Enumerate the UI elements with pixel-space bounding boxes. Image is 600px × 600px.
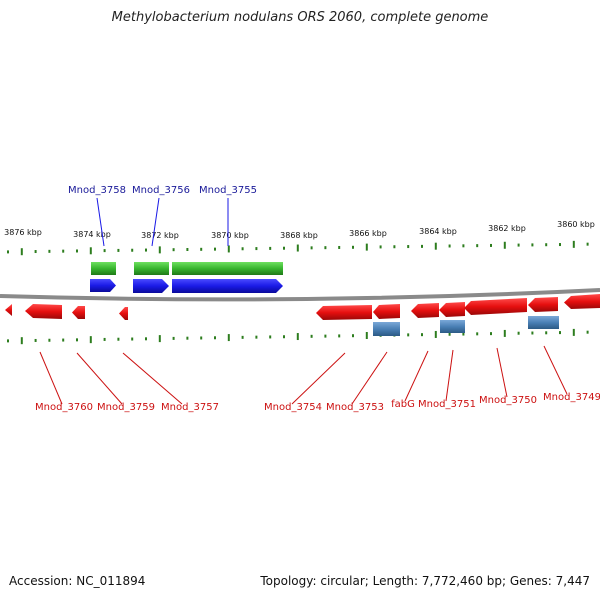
leader-line <box>496 347 508 398</box>
forward-features <box>90 262 283 293</box>
gene-label[interactable]: Mnod_3751 <box>418 399 476 410</box>
ruler-label: 3870 kbp <box>211 231 249 240</box>
topology-text: Topology: circular; Length: 7,772,460 bp… <box>260 574 590 588</box>
leader-line <box>122 352 183 405</box>
ruler-label: 3862 kbp <box>488 224 526 233</box>
gene-mnod-3760[interactable] <box>25 304 62 319</box>
gene-labels: Mnod_3758 Mnod_3756 Mnod_3755 Mnod_3760 Mnod… <box>35 185 600 413</box>
gene-mnod-3749[interactable] <box>528 297 558 312</box>
leader-line <box>96 197 105 247</box>
leader-line <box>291 352 346 405</box>
gene-label[interactable]: Mnod_3754 <box>264 402 322 413</box>
ruler-label: 3874 kbp <box>73 230 111 239</box>
ruler-label: 3864 kbp <box>419 227 457 236</box>
gene-mnod-3753[interactable] <box>373 304 400 319</box>
leader-line <box>76 352 123 405</box>
gene-label[interactable]: Mnod_3750 <box>479 395 537 406</box>
gene-label[interactable]: Mnod_3755 <box>199 185 257 196</box>
gene-label[interactable]: fabG <box>391 399 415 410</box>
gene-label[interactable]: Mnod_3756 <box>132 185 190 196</box>
ruler-label: 3872 kbp <box>141 231 179 240</box>
gene-label[interactable]: Mnod_3759 <box>97 402 155 413</box>
gene-label[interactable]: Mnod_3760 <box>35 402 93 413</box>
gene-label[interactable]: Mnod_3757 <box>161 402 219 413</box>
gene-mnod-3754[interactable] <box>316 305 372 320</box>
leader-line <box>351 351 388 405</box>
gene-mnod-3758[interactable] <box>90 279 116 292</box>
gene-partial-left[interactable] <box>5 304 12 316</box>
gene-mnod-3750[interactable] <box>464 298 527 315</box>
gene-mnod-3753-cds[interactable] <box>373 322 400 336</box>
gene-mnod-3756[interactable] <box>133 279 169 293</box>
gene-partial-right[interactable] <box>564 294 600 309</box>
gene-label[interactable]: Mnod_3758 <box>68 185 126 196</box>
label-leader-lines <box>39 197 568 405</box>
leader-line <box>404 350 429 402</box>
gene-fabg[interactable] <box>411 303 439 318</box>
leader-line <box>543 345 568 395</box>
ruler-label: 3868 kbp <box>280 231 318 240</box>
gene-mnod-3749-cds[interactable] <box>528 316 559 329</box>
gene-mnod-3758-cds[interactable] <box>91 262 116 275</box>
gene-mnod-3756-cds[interactable] <box>134 262 169 275</box>
gene-mnod-3755[interactable] <box>172 279 283 293</box>
leader-line <box>445 349 454 402</box>
gene-mnod-3751[interactable] <box>439 302 465 317</box>
ruler-label: 3876 kbp <box>4 228 42 237</box>
gene-label[interactable]: Mnod_3749 <box>543 392 600 403</box>
gene-label[interactable]: Mnod_3753 <box>326 402 384 413</box>
reverse-features <box>5 294 600 336</box>
gene-mnod-3755-cds[interactable] <box>172 262 283 275</box>
ruler-label: 3860 kbp <box>557 220 595 229</box>
gene-mnod-3759[interactable] <box>72 306 85 319</box>
gene-mnod-3751-cds[interactable] <box>440 320 465 333</box>
ruler-labels: 3876 kbp 3874 kbp 3872 kbp 3870 kbp 3868 kbp… <box>4 220 595 240</box>
map-title: Methylobacterium nodulans ORS 2060, comp… <box>111 10 489 25</box>
genome-backbone <box>0 288 600 302</box>
leader-line <box>39 351 63 405</box>
accession-text: Accession: NC_011894 <box>9 574 146 588</box>
leader-line <box>151 197 160 247</box>
gene-mnod-3757[interactable] <box>119 307 128 320</box>
ruler-label: 3866 kbp <box>349 229 387 238</box>
